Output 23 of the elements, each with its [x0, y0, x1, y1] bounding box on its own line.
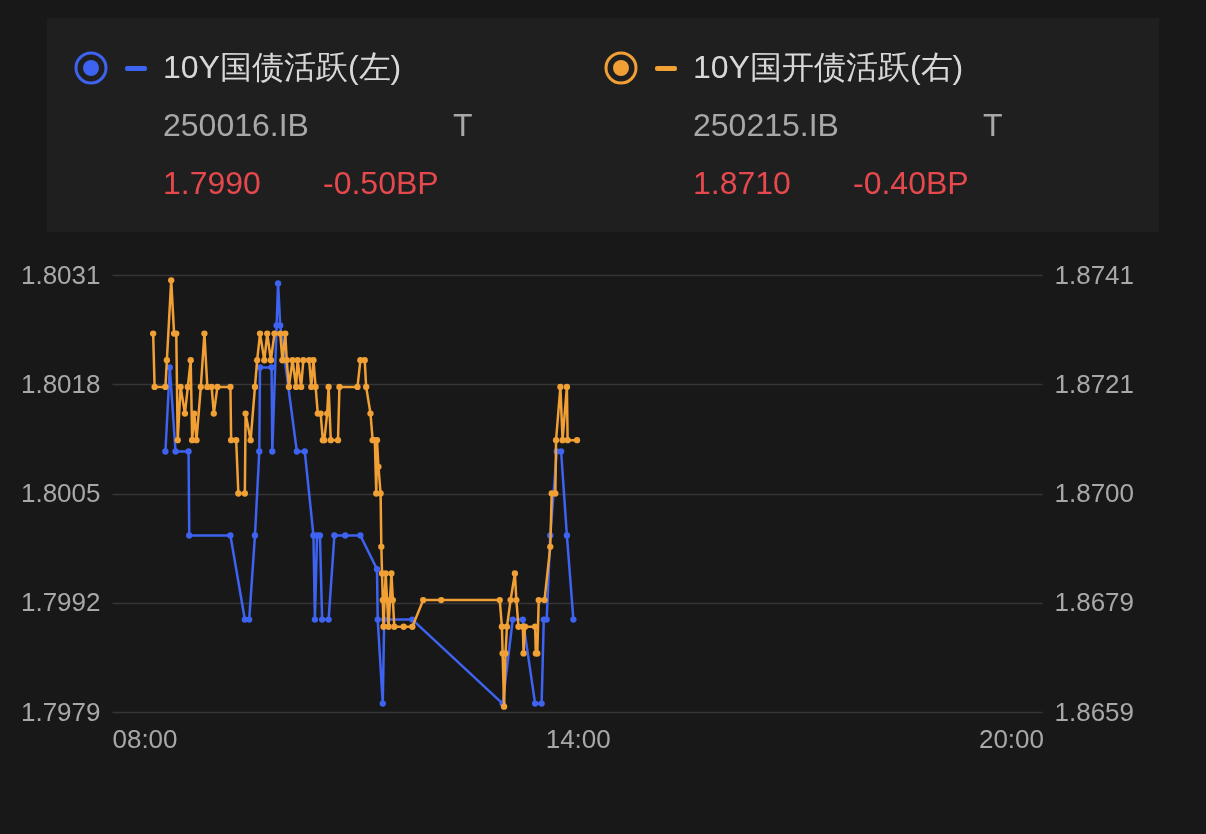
x-tick-label: 14:00 [545, 723, 611, 754]
legend-label: 10Y国开债活跃(右) [693, 48, 964, 87]
y-tick-label: 1.7992 [20, 587, 101, 618]
y2-tick-label: 1.8659 [1054, 696, 1135, 727]
y-tick-label: 1.8031 [20, 259, 101, 290]
y-tick-label: 1.8005 [20, 478, 101, 508]
text: 1.7990 [163, 164, 262, 202]
y2-tick-label: 1.8700 [1054, 478, 1135, 508]
text: -0.40BP [853, 164, 969, 202]
y2-tick-label: 1.8721 [1054, 368, 1135, 399]
text: -0.50BP [323, 164, 439, 202]
legend-label: 10Y国债活跃(左) [163, 48, 402, 87]
y2-tick-label: 1.8679 [1054, 587, 1135, 618]
text: 250016.IB [163, 106, 310, 144]
text: T [453, 106, 473, 144]
y2-tick-label: 1.8741 [1054, 259, 1135, 290]
x-tick-label: 08:00 [112, 723, 178, 754]
text: T [983, 106, 1003, 144]
x-tick-label: 20:00 [978, 723, 1044, 754]
y-tick-label: 1.8018 [20, 368, 101, 399]
y-tick-label: 1.7979 [20, 696, 101, 727]
text: 250215.IB [693, 106, 840, 144]
text: 1.8710 [693, 164, 792, 202]
